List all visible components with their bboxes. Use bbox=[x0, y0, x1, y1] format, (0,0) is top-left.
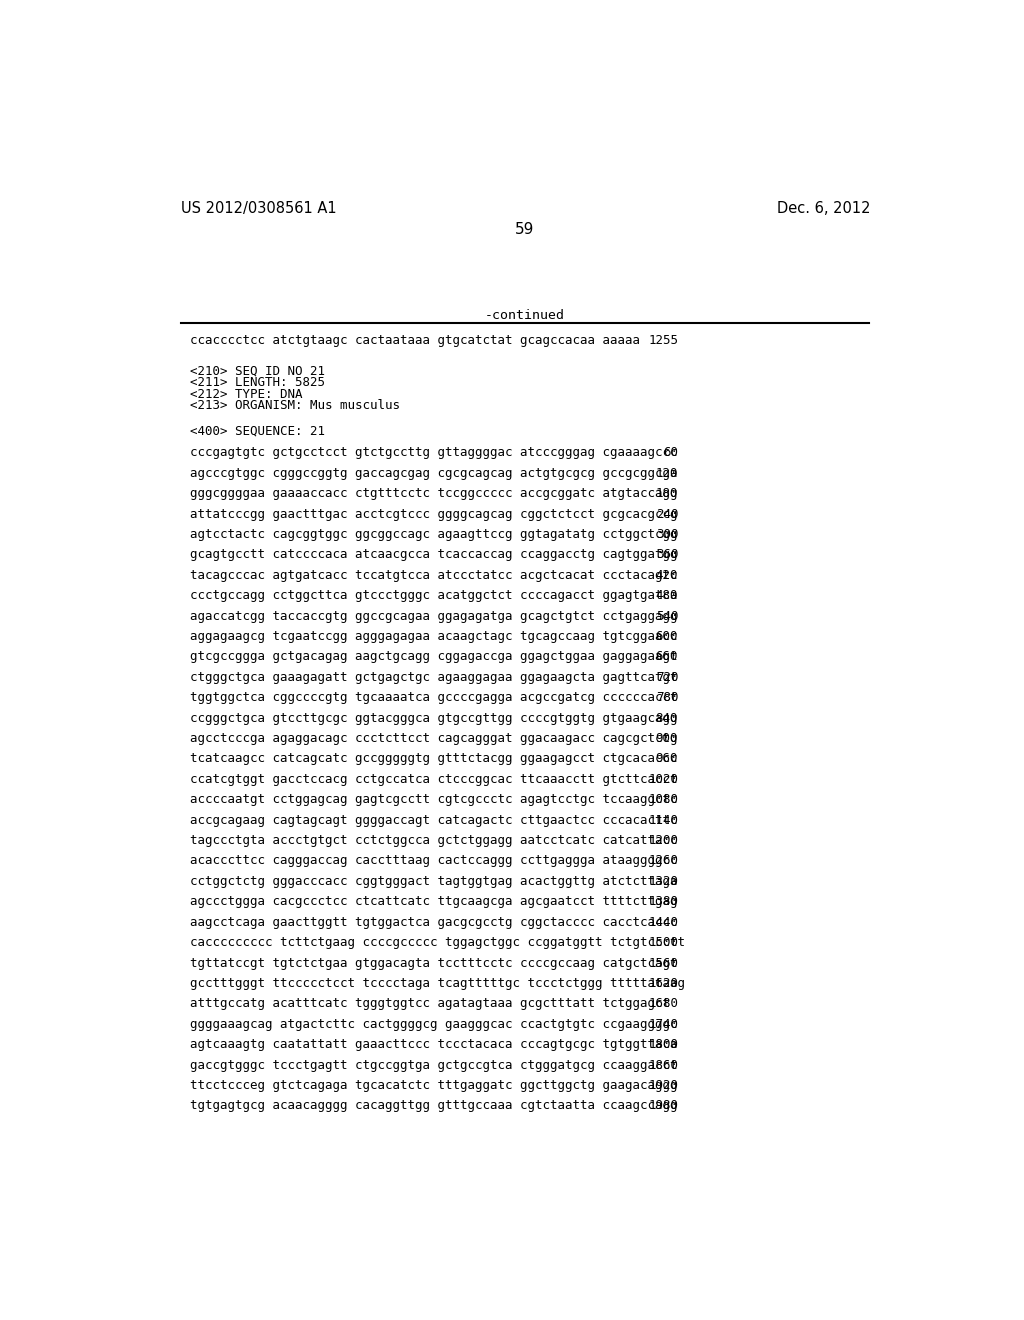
Text: accgcagaag cagtagcagt ggggaccagt catcagactc cttgaactcc cccacacttc: accgcagaag cagtagcagt ggggaccagt catcaga… bbox=[190, 813, 678, 826]
Text: 60: 60 bbox=[664, 446, 678, 459]
Text: -continued: -continued bbox=[484, 309, 565, 322]
Text: ggggaaagcag atgactcttc cactggggcg gaagggcac ccactgtgtc ccgaaggggc: ggggaaagcag atgactcttc cactggggcg gaaggg… bbox=[190, 1018, 678, 1031]
Text: aggagaagcg tcgaatccgg agggagagaa acaagctagc tgcagccaag tgtcggaacc: aggagaagcg tcgaatccgg agggagagaa acaagct… bbox=[190, 630, 678, 643]
Text: aagcctcaga gaacttggtt tgtggactca gacgcgcctg cggctacccc cacctcaccc: aagcctcaga gaacttggtt tgtggactca gacgcgc… bbox=[190, 916, 678, 929]
Text: 1560: 1560 bbox=[648, 957, 678, 969]
Text: 960: 960 bbox=[655, 752, 678, 766]
Text: 780: 780 bbox=[655, 692, 678, 705]
Text: 480: 480 bbox=[655, 589, 678, 602]
Text: caccccccccc tcttctgaag ccccgccccc tggagctggc ccggatggtt tctgtccctt: caccccccccc tcttctgaag ccccgccccc tggagc… bbox=[190, 936, 685, 949]
Text: 1320: 1320 bbox=[648, 875, 678, 888]
Text: <400> SEQUENCE: 21: <400> SEQUENCE: 21 bbox=[190, 425, 325, 438]
Text: 59: 59 bbox=[515, 222, 535, 236]
Text: agcctcccga agaggacagc ccctcttcct cagcagggat ggacaagacc cagcgctctg: agcctcccga agaggacagc ccctcttcct cagcagg… bbox=[190, 733, 678, 744]
Text: 1620: 1620 bbox=[648, 977, 678, 990]
Text: <210> SEQ ID NO 21: <210> SEQ ID NO 21 bbox=[190, 364, 325, 378]
Text: 240: 240 bbox=[655, 508, 678, 520]
Text: agccctggga cacgccctcc ctcattcatc ttgcaagcga agcgaatcct ttttcttgag: agccctggga cacgccctcc ctcattcatc ttgcaag… bbox=[190, 895, 678, 908]
Text: 1200: 1200 bbox=[648, 834, 678, 847]
Text: gaccgtgggc tccctgagtt ctgccggtga gctgccgtca ctgggatgcg ccaaggacct: gaccgtgggc tccctgagtt ctgccggtga gctgccg… bbox=[190, 1059, 678, 1072]
Text: 120: 120 bbox=[655, 467, 678, 479]
Text: 1920: 1920 bbox=[648, 1078, 678, 1092]
Text: 1740: 1740 bbox=[648, 1018, 678, 1031]
Text: agaccatcgg taccaccgtg ggccgcagaa ggagagatga gcagctgtct cctgaggagg: agaccatcgg taccaccgtg ggccgcagaa ggagaga… bbox=[190, 610, 678, 623]
Text: gtcgccggga gctgacagag aagctgcagg cggagaccga ggagctggaa gaggagaagt: gtcgccggga gctgacagag aagctgcagg cggagac… bbox=[190, 651, 678, 664]
Text: 660: 660 bbox=[655, 651, 678, 664]
Text: ttcctccceg gtctcagaga tgcacatctc tttgaggatc ggcttggctg gaagacaggg: ttcctccceg gtctcagaga tgcacatctc tttgagg… bbox=[190, 1078, 678, 1092]
Text: <211> LENGTH: 5825: <211> LENGTH: 5825 bbox=[190, 376, 325, 389]
Text: atttgccatg acatttcatc tgggtggtcc agatagtaaa gcgctttatt tctggagct: atttgccatg acatttcatc tgggtggtcc agatagt… bbox=[190, 998, 670, 1010]
Text: ccatcgtggt gacctccacg cctgccatca ctcccggcac ttcaaacctt gtcttcacct: ccatcgtggt gacctccacg cctgccatca ctcccgg… bbox=[190, 774, 678, 785]
Text: 180: 180 bbox=[655, 487, 678, 500]
Text: 420: 420 bbox=[655, 569, 678, 582]
Text: 1860: 1860 bbox=[648, 1059, 678, 1072]
Text: 840: 840 bbox=[655, 711, 678, 725]
Text: cctggctctg gggacccacc cggtgggact tagtggtgag acactggttg atctcttaga: cctggctctg gggacccacc cggtgggact tagtggt… bbox=[190, 875, 678, 888]
Text: ccacccctcc atctgtaagc cactaataaa gtgcatctat gcagccacaa aaaaa: ccacccctcc atctgtaagc cactaataaa gtgcatc… bbox=[190, 334, 640, 347]
Text: 1255: 1255 bbox=[649, 334, 679, 347]
Text: acacccttcc cagggaccag cacctttaag cactccaggg ccttgaggga ataaggggcc: acacccttcc cagggaccag cacctttaag cactcca… bbox=[190, 854, 678, 867]
Text: 720: 720 bbox=[655, 671, 678, 684]
Text: tcatcaagcc catcagcatc gccgggggtg gtttctacgg ggaagagcct ctgcacaccc: tcatcaagcc catcagcatc gccgggggtg gtttcta… bbox=[190, 752, 678, 766]
Text: 360: 360 bbox=[655, 548, 678, 561]
Text: <212> TYPE: DNA: <212> TYPE: DNA bbox=[190, 388, 302, 401]
Text: agtcctactc cagcggtggc ggcggccagc agaagttccg ggtagatatg cctggctcgg: agtcctactc cagcggtggc ggcggccagc agaagtt… bbox=[190, 528, 678, 541]
Text: ccctgccagg cctggcttca gtccctgggc acatggctct ccccagacct ggagtgatca: ccctgccagg cctggcttca gtccctgggc acatggc… bbox=[190, 589, 678, 602]
Text: US 2012/0308561 A1: US 2012/0308561 A1 bbox=[180, 201, 336, 215]
Text: 1980: 1980 bbox=[648, 1100, 678, 1113]
Text: 1440: 1440 bbox=[648, 916, 678, 929]
Text: accccaatgt cctggagcag gagtcgcctt cgtcgccctc agagtcctgc tccaaggctc: accccaatgt cctggagcag gagtcgcctt cgtcgcc… bbox=[190, 793, 678, 807]
Text: 300: 300 bbox=[655, 528, 678, 541]
Text: 900: 900 bbox=[655, 733, 678, 744]
Text: 540: 540 bbox=[655, 610, 678, 623]
Text: agcccgtggc cgggccggtg gaccagcgag cgcgcagcag actgtgcgcg gccgcggcga: agcccgtggc cgggccggtg gaccagcgag cgcgcag… bbox=[190, 467, 678, 479]
Text: 1140: 1140 bbox=[648, 813, 678, 826]
Text: Dec. 6, 2012: Dec. 6, 2012 bbox=[777, 201, 870, 215]
Text: 1380: 1380 bbox=[648, 895, 678, 908]
Text: 1500: 1500 bbox=[648, 936, 678, 949]
Text: gcctttgggt ttccccctcct tcccctaga tcagtttttgc tccctctggg tttttataag: gcctttgggt ttccccctcct tcccctaga tcagttt… bbox=[190, 977, 685, 990]
Text: ccgggctgca gtccttgcgc ggtacgggca gtgccgttgg ccccgtggtg gtgaagcagg: ccgggctgca gtccttgcgc ggtacgggca gtgccgt… bbox=[190, 711, 678, 725]
Text: tggtggctca cggccccgtg tgcaaaatca gccccgagga acgccgatcg ccccccacct: tggtggctca cggccccgtg tgcaaaatca gccccga… bbox=[190, 692, 678, 705]
Text: gggcggggaa gaaaaccacc ctgtttcctc tccggccccc accgcggatc atgtaccagg: gggcggggaa gaaaaccacc ctgtttcctc tccggcc… bbox=[190, 487, 678, 500]
Text: cccgagtgtc gctgcctcct gtctgccttg gttaggggac atcccgggag cgaaaagccc: cccgagtgtc gctgcctcct gtctgccttg gttaggg… bbox=[190, 446, 678, 459]
Text: 600: 600 bbox=[655, 630, 678, 643]
Text: 1020: 1020 bbox=[648, 774, 678, 785]
Text: tagccctgta accctgtgct cctctggcca gctctggagg aatcctcatc catcattacc: tagccctgta accctgtgct cctctggcca gctctgg… bbox=[190, 834, 678, 847]
Text: ctgggctgca gaaagagatt gctgagctgc agaaggagaa ggagaagcta gagttcatgt: ctgggctgca gaaagagatt gctgagctgc agaagga… bbox=[190, 671, 678, 684]
Text: agtcaaagtg caatattatt gaaacttccc tccctacaca cccagtgcgc tgtggttaca: agtcaaagtg caatattatt gaaacttccc tccctac… bbox=[190, 1038, 678, 1051]
Text: 1260: 1260 bbox=[648, 854, 678, 867]
Text: tacagcccac agtgatcacc tccatgtcca atccctatcc acgctcacat ccctacagtc: tacagcccac agtgatcacc tccatgtcca atcccta… bbox=[190, 569, 678, 582]
Text: 1080: 1080 bbox=[648, 793, 678, 807]
Text: tgtgagtgcg acaacagggg cacaggttgg gtttgccaaa cgtctaatta ccaagccagg: tgtgagtgcg acaacagggg cacaggttgg gtttgcc… bbox=[190, 1100, 678, 1113]
Text: gcagtgcctt catccccaca atcaacgcca tcaccaccag ccaggacctg cagtggatgg: gcagtgcctt catccccaca atcaacgcca tcaccac… bbox=[190, 548, 678, 561]
Text: attatcccgg gaactttgac acctcgtccc ggggcagcag cggctctcct gcgcacgccg: attatcccgg gaactttgac acctcgtccc ggggcag… bbox=[190, 508, 678, 520]
Text: tgttatccgt tgtctctgaa gtggacagta tcctttcctc ccccgccaag catgctcagt: tgttatccgt tgtctctgaa gtggacagta tcctttc… bbox=[190, 957, 678, 969]
Text: <213> ORGANISM: Mus musculus: <213> ORGANISM: Mus musculus bbox=[190, 400, 400, 412]
Text: 1680: 1680 bbox=[648, 998, 678, 1010]
Text: 1800: 1800 bbox=[648, 1038, 678, 1051]
